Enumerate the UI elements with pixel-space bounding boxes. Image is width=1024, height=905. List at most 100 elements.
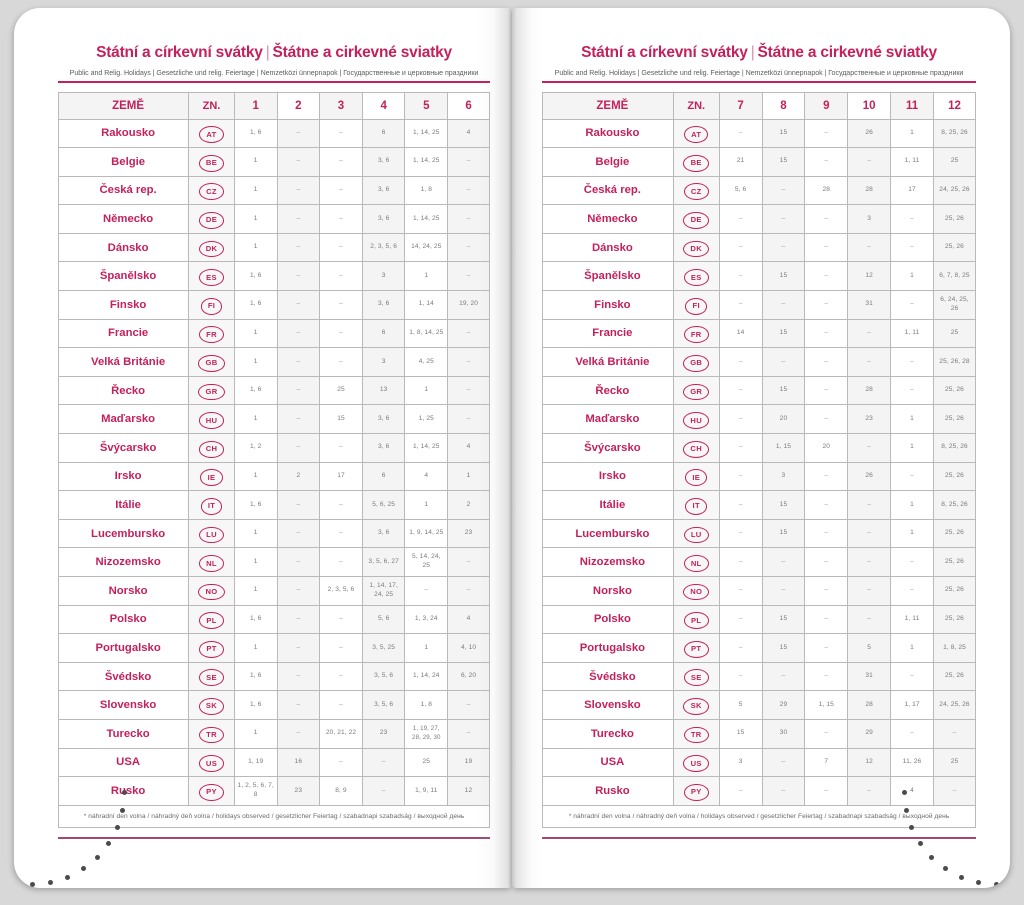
country-code-label: FR: [683, 326, 709, 344]
holiday-days-cell: –: [361, 776, 406, 806]
holiday-days-cell: –: [718, 518, 763, 549]
country-code-badge: SE: [672, 661, 720, 692]
title-rule-left: [58, 81, 490, 83]
holiday-days-cell: –: [447, 404, 490, 435]
country-name: Finsko: [57, 290, 190, 320]
holiday-days-cell: 29: [847, 718, 892, 749]
holiday-days-cell: –: [447, 347, 490, 377]
country-name: Norsko: [542, 576, 674, 606]
holiday-days-cell: –: [804, 375, 849, 406]
country-code-badge: IT: [672, 490, 720, 520]
holiday-days-cell: 20, 21, 22: [319, 718, 363, 749]
country-code-badge: BE: [188, 147, 235, 177]
holiday-days-cell: 1, 11: [890, 604, 934, 635]
holiday-days-cell: 25, 26: [932, 204, 977, 234]
country-name: Velká Británie: [542, 347, 674, 377]
country-code-badge: AT: [672, 118, 720, 149]
country-name: Itálie: [57, 490, 190, 520]
holiday-days-cell: 25, 26: [932, 576, 977, 606]
holiday-days-cell: –: [718, 576, 763, 606]
holiday-days-cell: 1, 6: [233, 261, 278, 292]
title-cs: Státní a církevní svátky: [581, 44, 748, 61]
holiday-days-cell: 1: [890, 118, 934, 149]
holiday-days-cell: –: [847, 347, 892, 377]
holiday-days-cell: 16: [276, 747, 321, 778]
holiday-days-cell: 4: [890, 776, 934, 806]
holiday-days-cell: –: [718, 375, 763, 406]
country-name: Francie: [542, 318, 674, 349]
holiday-days-cell: 26: [847, 461, 892, 492]
holiday-days-cell: –: [319, 261, 363, 292]
table-row: Dánsko DK 1– –2, 3, 5, 6 14, 24, 25–: [57, 232, 490, 263]
table-row: Itálie IT 1, 6– –5, 6, 25 1 2: [57, 490, 490, 520]
title-sk: Štátne a cirkevné sviatky: [757, 44, 938, 61]
table-header-row: ZEMĚ ZN. 1 2 3 4 5 6: [57, 91, 490, 120]
country-code-label: SE: [683, 669, 709, 687]
country-code-label: IE: [685, 469, 708, 487]
holiday-days-cell: 3: [718, 747, 763, 778]
holiday-days-cell: –: [718, 433, 763, 463]
holiday-days-cell: 24, 25, 26: [932, 175, 977, 206]
holiday-days-cell: 1, 6: [233, 375, 278, 406]
table-row: Slovensko SK 1, 6– –3, 5, 6 1, 8–: [57, 690, 490, 720]
holiday-days-cell: 1: [233, 175, 278, 206]
holiday-days-cell: 3, 6: [361, 204, 406, 234]
holiday-days-cell: –: [761, 290, 806, 320]
table-row: Dánsko DK – – – – –25, 26: [542, 232, 977, 263]
country-code-badge: LU: [672, 518, 720, 549]
holiday-days-cell: –: [319, 490, 363, 520]
table-row: Švédsko SE 1, 6– –3, 5, 6 1, 14, 24 6, 20: [57, 661, 490, 692]
country-code-label: US: [683, 755, 709, 773]
holiday-days-cell: –: [718, 661, 763, 692]
holiday-days-cell: –: [319, 633, 363, 663]
holiday-days-cell: –: [890, 576, 934, 606]
country-name: Portugalsko: [542, 633, 674, 663]
holiday-days-cell: –: [718, 776, 763, 806]
country-code-badge: FI: [672, 290, 720, 320]
country-code-badge: GB: [188, 347, 235, 377]
holiday-days-cell: 17: [890, 175, 934, 206]
holiday-days-cell: –: [447, 318, 490, 349]
holiday-days-cell: 1: [233, 461, 278, 492]
country-name: Slovensko: [57, 690, 190, 720]
holiday-days-cell: –: [718, 232, 763, 263]
holiday-days-cell: 25, 26: [932, 547, 977, 577]
holiday-days-cell: –: [276, 661, 321, 692]
country-code-badge: IE: [188, 461, 235, 492]
table-row: Belgie BE 1– –3, 6 1, 14, 25–: [57, 147, 490, 177]
country-code-label: DE: [198, 211, 225, 229]
holiday-days-cell: –: [276, 261, 321, 292]
country-code-badge: AT: [188, 118, 235, 149]
country-name: Rusko: [542, 776, 674, 806]
country-code-label: HU: [198, 412, 225, 429]
holiday-days-cell: –: [319, 347, 363, 377]
holiday-days-cell: 20: [804, 433, 849, 463]
holiday-days-cell: –: [847, 604, 892, 635]
col-header-month-8: 8: [761, 91, 806, 120]
table-row: Řecko GR 1, 6–25 13 1–: [57, 375, 490, 406]
country-name: Švýcarsko: [57, 433, 190, 463]
holiday-days-cell: 5, 6: [718, 175, 763, 206]
country-code-badge: ES: [672, 261, 720, 292]
country-code-label: GR: [198, 383, 225, 401]
country-name: Dánsko: [542, 232, 674, 263]
country-name: Turecko: [542, 718, 674, 749]
holiday-days-cell: 3: [761, 461, 806, 492]
col-header-month-12: 12: [932, 91, 977, 120]
holiday-days-cell: –: [761, 347, 806, 377]
holiday-days-cell: –: [847, 147, 892, 177]
holiday-days-cell: –: [890, 232, 934, 263]
country-name: Francie: [57, 318, 190, 349]
holiday-days-cell: 1, 14, 25: [404, 204, 449, 234]
holiday-days-cell: –: [890, 347, 934, 377]
country-name: Itálie: [542, 490, 674, 520]
country-code-label: US: [198, 755, 225, 773]
table-row: Norsko NO – – – – –25, 26: [542, 576, 977, 606]
holiday-days-cell: 5: [847, 633, 892, 663]
country-code-label: NL: [683, 555, 709, 572]
country-name: Norsko: [57, 576, 190, 606]
holiday-days-cell: 25, 26: [932, 232, 977, 263]
holiday-days-cell: 4, 10: [447, 633, 490, 663]
country-name: Německo: [57, 204, 190, 234]
holiday-days-cell: 2: [447, 490, 490, 520]
